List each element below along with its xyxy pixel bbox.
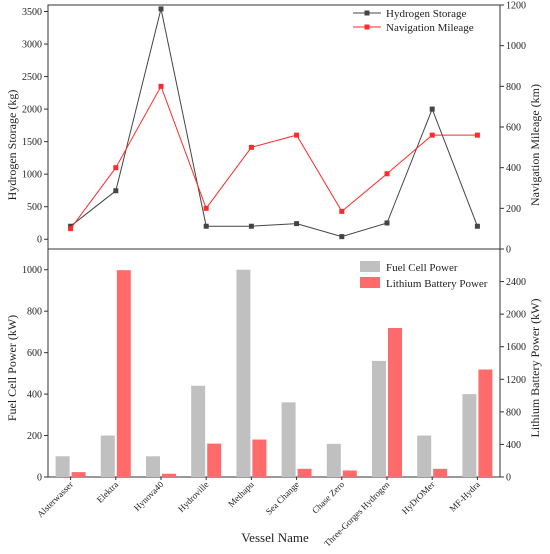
top-y-tick-label: 1500 (22, 137, 42, 148)
point-navigation-mileage (68, 226, 74, 232)
bottom-y2-tick-label: 0 (506, 473, 511, 484)
series-line-navigation-mileage (70, 85, 478, 229)
series-line-hydrogen-storage (70, 8, 478, 238)
bottom-y2-tick-label: 2400 (506, 277, 526, 288)
point-hydrogen-storage (294, 221, 300, 227)
bottom-y-tick-label: 200 (27, 431, 42, 442)
top-y-tick-label: 1000 (22, 170, 42, 181)
bar-lithium-battery-power (116, 270, 131, 477)
bottom-y2-tick-label: 1600 (506, 342, 526, 353)
point-navigation-mileage (248, 144, 254, 150)
point-hydrogen-storage (113, 188, 119, 194)
bar-fuel-cell-power (372, 360, 386, 477)
point-hydrogen-storage (339, 234, 345, 240)
top-y-tick-label: 500 (27, 202, 42, 213)
x-tick-label: Methapu (226, 479, 256, 509)
bottom-y2-tick-label: 800 (506, 407, 521, 418)
top-y2-tick-label: 1000 (506, 41, 526, 52)
top-y-tick-label: 3500 (22, 7, 42, 18)
bar-lithium-battery-power (162, 473, 176, 477)
top-y2-tick-label: 400 (506, 163, 521, 174)
bar-fuel-cell-power (191, 385, 206, 477)
x-tick-label: HyDrOMer (400, 479, 437, 516)
legend-label-lithium-battery-power: Lithium Battery Power (386, 278, 488, 290)
legend-swatch-fuel-cell-power (360, 261, 380, 272)
legend-marker-hydrogen-storage (364, 10, 370, 16)
bottom-y2-tick-label: 400 (506, 440, 521, 451)
point-hydrogen-storage (158, 6, 164, 12)
x-tick-label: Hydroville (176, 479, 211, 514)
legend-label-navigation-mileage: Navigation Mileage (386, 22, 474, 34)
bottom-y2-tick-label: 2000 (506, 310, 526, 321)
bar-fuel-cell-power (462, 394, 477, 477)
bottom-y-tick-label: 800 (27, 307, 42, 318)
bottom-y-tick-label: 0 (37, 473, 42, 484)
bar-lithium-battery-power (252, 439, 267, 477)
top-y2-tick-label: 0 (506, 245, 511, 256)
point-navigation-mileage (339, 208, 345, 214)
top-y-tick-label: 2000 (22, 105, 42, 116)
top-y2-tick-label: 1200 (506, 1, 526, 12)
top-y2-tick-label: 200 (506, 204, 521, 215)
top-y2-tick-label: 600 (506, 123, 521, 134)
plot-border (47, 4, 501, 478)
point-hydrogen-storage (474, 223, 480, 229)
legend-label-fuel-cell-power: Fuel Cell Power (386, 262, 458, 274)
point-navigation-mileage (474, 132, 480, 138)
top-y-tick-label: 3000 (22, 40, 42, 51)
point-navigation-mileage (384, 171, 390, 177)
x-tick-label: Elektra (95, 479, 120, 504)
bottom-y2-tick-label: 1200 (506, 375, 526, 386)
bottom-y-axis-label: Fuel Cell Power (kW) (5, 315, 19, 421)
x-tick-label: Sea Change (264, 479, 301, 516)
bar-lithium-battery-power (433, 468, 448, 477)
legend-marker-navigation-mileage (364, 24, 370, 30)
bar-fuel-cell-power (417, 435, 432, 477)
bar-fuel-cell-power (146, 456, 160, 477)
bar-lithium-battery-power (71, 472, 86, 477)
bottom-y2-axis-label: Lithium Battery Power (kW) (528, 299, 542, 438)
x-tick-label: Hynova40 (132, 479, 166, 513)
bar-fuel-cell-power (236, 269, 251, 477)
point-navigation-mileage (203, 205, 209, 211)
bar-lithium-battery-power (388, 327, 402, 477)
point-hydrogen-storage (429, 106, 435, 112)
bar-lithium-battery-power (478, 369, 493, 477)
legend-swatch-lithium-battery-power (360, 277, 380, 288)
top-panel: 0 500 1000 1500 2000 2500 3000 3500 0 200 400 600 80… (22, 1, 526, 256)
point-navigation-mileage (113, 165, 119, 171)
plot-frames (47, 4, 501, 478)
point-hydrogen-storage (384, 220, 390, 226)
bar-lithium-battery-power (297, 468, 312, 477)
top-y2-tick-label: 800 (506, 82, 521, 93)
bar-fuel-cell-power (55, 456, 70, 477)
x-tick-label: Chase Zero (310, 479, 347, 516)
top-y-axis-label: Hydrogen Storage (kg) (5, 90, 19, 201)
x-tick-label: Alsterwasser (35, 479, 75, 519)
bottom-y-tick-label: 600 (27, 348, 42, 359)
x-axis-label: Vessel Name (241, 530, 309, 545)
point-navigation-mileage (158, 83, 164, 89)
bottom-panel: 0 200 400 600 800 1000 0 400 800 1200 1600 2000 2400… (22, 261, 526, 549)
top-y2-axis-label: Navigation Mileage (km) (528, 84, 542, 206)
point-navigation-mileage (294, 132, 300, 138)
x-tick-label: MF-Hydra (448, 479, 482, 513)
point-hydrogen-storage (248, 223, 254, 229)
top-y-tick-label: 2500 (22, 72, 42, 83)
bottom-y-tick-label: 1000 (22, 265, 42, 276)
point-hydrogen-storage (203, 223, 209, 229)
bar-fuel-cell-power (281, 402, 296, 477)
bar-fuel-cell-power (326, 443, 341, 477)
top-y-tick-label: 0 (37, 235, 42, 246)
legend-label-hydrogen-storage: Hydrogen Storage (386, 8, 466, 20)
bar-lithium-battery-power (207, 443, 222, 477)
bottom-y-tick-label: 400 (27, 390, 42, 401)
bar-lithium-battery-power (342, 470, 357, 477)
point-navigation-mileage (429, 132, 435, 138)
bar-fuel-cell-power (100, 435, 115, 477)
